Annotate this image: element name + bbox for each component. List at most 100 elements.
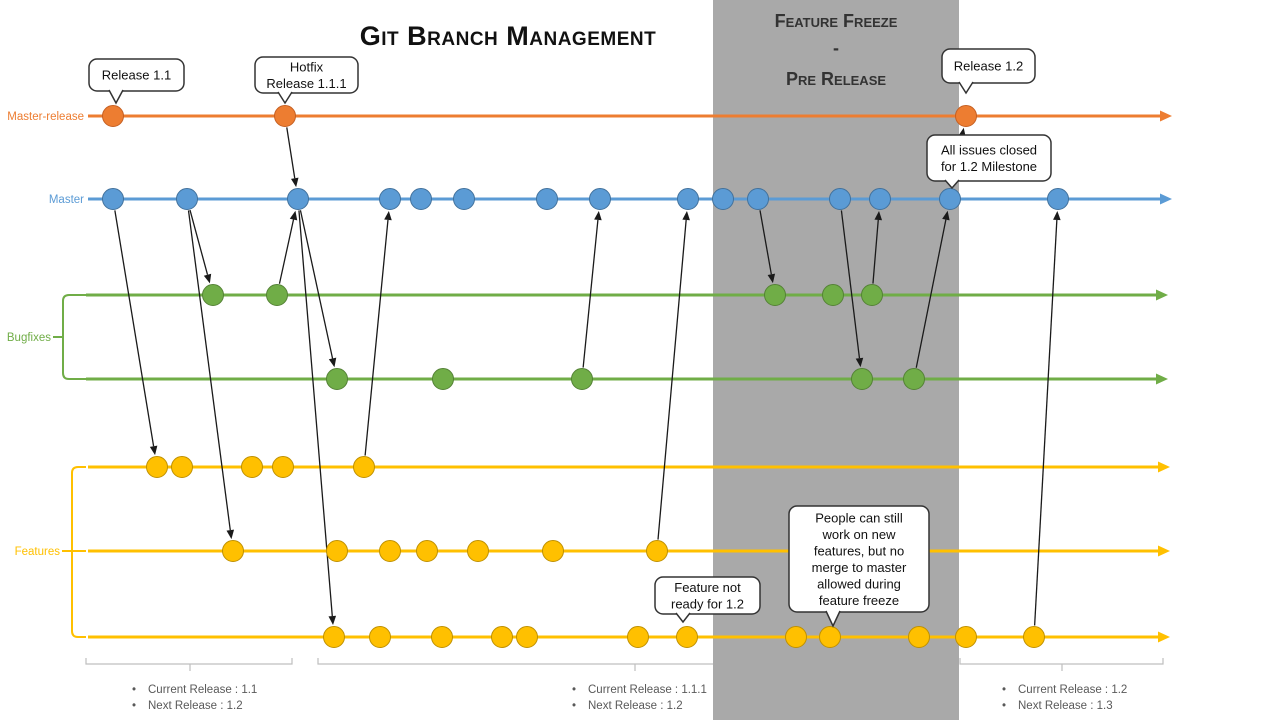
commit-dot-feature-1-5 bbox=[353, 456, 375, 478]
branch-arrowhead-feature-3 bbox=[1158, 631, 1170, 643]
callout-tail-feature-not-ready bbox=[675, 612, 691, 624]
merge-arrow-10 bbox=[657, 219, 687, 540]
commit-dot-feature-2-5 bbox=[467, 540, 489, 562]
callout-tail-hotfix-release-1-1-1 bbox=[277, 91, 293, 105]
callout-text: feature freeze bbox=[819, 593, 899, 608]
freeze-band-label: Feature Freeze bbox=[775, 11, 898, 31]
callout-text: Feature not bbox=[674, 580, 741, 595]
commit-dot-bugfix-2-2 bbox=[432, 368, 454, 390]
timeline-item: Next Release : 1.2 bbox=[148, 700, 243, 712]
callout-box-hotfix-release-1-1-1 bbox=[254, 56, 359, 94]
commit-dot-feature-3-9 bbox=[819, 626, 841, 648]
commit-dot-feature-3-11 bbox=[955, 626, 977, 648]
branch-arrowhead-master-release bbox=[1160, 110, 1172, 122]
commit-dot-master-5 bbox=[410, 188, 432, 210]
merge-arrowhead-7 bbox=[328, 615, 337, 626]
merge-arrow-16 bbox=[1033, 219, 1058, 626]
merge-arrowhead-5 bbox=[289, 210, 298, 221]
commit-dot-feature-2-2 bbox=[326, 540, 348, 562]
commit-dot-feature-3-8 bbox=[785, 626, 807, 648]
callout-box-release-1-2 bbox=[941, 48, 1036, 84]
merge-arrowhead-1 bbox=[149, 445, 158, 456]
commit-dot-master-4 bbox=[379, 188, 401, 210]
callout-text: merge to master bbox=[812, 560, 907, 575]
merge-arrow-12 bbox=[840, 210, 861, 359]
commit-dot-bugfix-2-5 bbox=[903, 368, 925, 390]
merge-arrowhead-4 bbox=[290, 177, 299, 188]
callout-tail-fill-release-1-1 bbox=[109, 89, 123, 103]
branch-arrowhead-feature-2 bbox=[1158, 545, 1170, 557]
group-bracket-bugfixes bbox=[53, 294, 86, 380]
merge-arrow-13 bbox=[872, 219, 879, 284]
callout-tail-fill-all-issues-closed bbox=[945, 179, 959, 188]
merge-arrowhead-12 bbox=[855, 357, 864, 368]
callout-text: work on new bbox=[822, 527, 897, 542]
freeze-band-label: - bbox=[833, 38, 839, 58]
commit-dot-master-release-2 bbox=[274, 105, 296, 127]
commit-dot-feature-1-3 bbox=[241, 456, 263, 478]
group-label-bugfixes: Bugfixes bbox=[7, 332, 51, 344]
commit-dot-bugfix-2-1 bbox=[326, 368, 348, 390]
branch-label-master-release: Master-release bbox=[7, 111, 84, 123]
commit-dot-bugfix-2-3 bbox=[571, 368, 593, 390]
commit-dot-feature-3-3 bbox=[431, 626, 453, 648]
callout-box-feature-freeze-note bbox=[788, 505, 930, 613]
commit-dot-feature-3-2 bbox=[369, 626, 391, 648]
merge-arrowhead-10 bbox=[682, 210, 690, 221]
commit-dot-master-13 bbox=[869, 188, 891, 210]
callout-tail-release-1-1 bbox=[108, 89, 124, 105]
callout-tail-fill-feature-not-ready bbox=[676, 612, 690, 622]
merge-arrowhead-8 bbox=[384, 210, 392, 221]
commit-dot-bugfix-1-2 bbox=[266, 284, 288, 306]
timeline-item: Current Release : 1.1 bbox=[148, 684, 257, 696]
merge-arrow-6 bbox=[299, 210, 334, 359]
commit-dot-bugfix-1-3 bbox=[764, 284, 786, 306]
callout-box-all-issues-closed bbox=[926, 134, 1052, 182]
callout-box-feature-not-ready bbox=[654, 576, 761, 615]
commit-dot-feature-3-7 bbox=[676, 626, 698, 648]
merge-arrowhead-9 bbox=[594, 210, 602, 221]
commit-dot-master-10 bbox=[712, 188, 734, 210]
commit-dot-feature-3-10 bbox=[908, 626, 930, 648]
commit-dot-feature-1-1 bbox=[146, 456, 168, 478]
timeline-bracket-3 bbox=[959, 658, 1164, 671]
merge-arrowhead-2 bbox=[203, 273, 212, 284]
merge-arrow-11 bbox=[759, 210, 772, 275]
callout-tail-release-1-2 bbox=[958, 81, 974, 95]
callout-text: allowed during bbox=[817, 576, 901, 591]
merge-arrow-8 bbox=[364, 219, 389, 456]
bullet: • bbox=[572, 700, 576, 712]
commit-dot-feature-2-3 bbox=[379, 540, 401, 562]
commit-dot-feature-3-6 bbox=[627, 626, 649, 648]
callout-text: People can still bbox=[815, 510, 903, 525]
callout-release-1-1: Release 1.1 bbox=[88, 58, 185, 105]
callout-text: for 1.2 Milestone bbox=[941, 159, 1037, 174]
merge-arrow-14 bbox=[915, 219, 947, 368]
merge-arrow-1 bbox=[114, 210, 155, 447]
callout-tail-feature-freeze-note bbox=[825, 610, 841, 628]
commit-dot-feature-3-1 bbox=[323, 626, 345, 648]
merge-arrowhead-6 bbox=[328, 357, 337, 368]
merge-arrowhead-3 bbox=[226, 529, 235, 540]
branch-arrowhead-bugfix-1 bbox=[1156, 289, 1168, 301]
group-bracket-features bbox=[62, 466, 86, 638]
commit-dot-feature-2-6 bbox=[542, 540, 564, 562]
commit-dot-master-release-3 bbox=[955, 105, 977, 127]
timeline-bracket-1 bbox=[85, 658, 293, 671]
commit-dot-master-3 bbox=[287, 188, 309, 210]
callout-text: ready for 1.2 bbox=[671, 596, 744, 611]
commit-dot-feature-2-7 bbox=[646, 540, 668, 562]
commit-dot-feature-1-2 bbox=[171, 456, 193, 478]
commit-dot-bugfix-1-5 bbox=[861, 284, 883, 306]
branch-arrowhead-feature-1 bbox=[1158, 461, 1170, 473]
group-label-features: Features bbox=[15, 546, 61, 558]
callout-text: Release 1.1 bbox=[102, 68, 171, 83]
commit-dot-feature-3-5 bbox=[516, 626, 538, 648]
merge-arrowhead-13 bbox=[874, 210, 883, 221]
commit-dot-master-8 bbox=[589, 188, 611, 210]
commit-dot-master-1 bbox=[102, 188, 124, 210]
page-title: Git Branch Management bbox=[360, 21, 656, 51]
commit-dot-feature-3-12 bbox=[1023, 626, 1045, 648]
